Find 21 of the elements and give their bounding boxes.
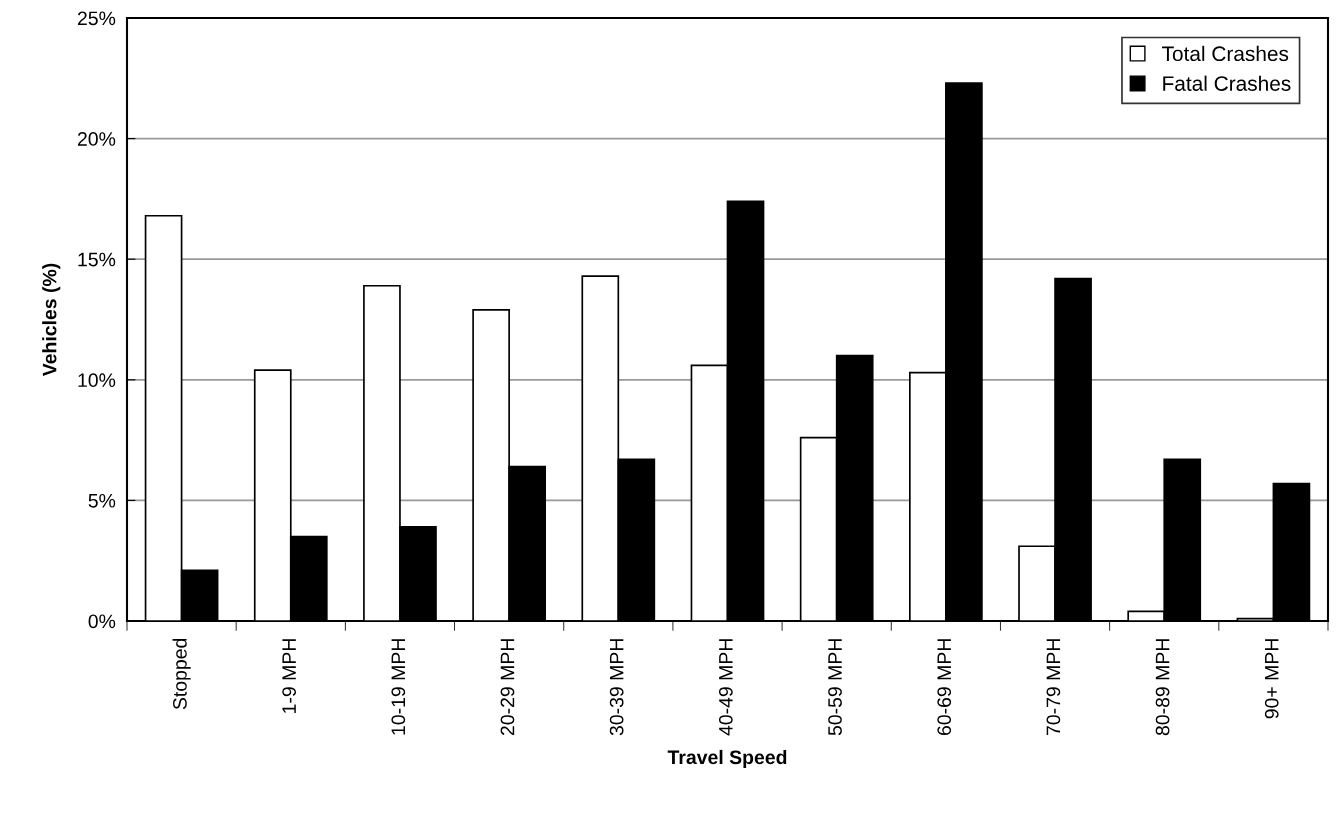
x-tick-label: 50-59 MPH bbox=[828, 639, 842, 736]
x-tick-label: 10-19 MPH bbox=[391, 639, 406, 735]
x-tick-label: Stopped bbox=[172, 638, 191, 710]
x-tick-label: 1-9 MPH bbox=[282, 639, 296, 713]
x-tick-label: 20-29 MPH bbox=[500, 639, 515, 736]
x-tick-label: 90+ MPH bbox=[1264, 639, 1279, 719]
x-tick-label: 40-49 MPH bbox=[718, 639, 733, 736]
y-axis-title: Vehicles (%) bbox=[42, 263, 61, 377]
x-tick-label: 60-69 MPH bbox=[937, 639, 952, 736]
y-tick-label: 0% bbox=[88, 614, 116, 629]
x-axis-title: Travel Speed bbox=[667, 749, 787, 769]
y-tick-label: 20% bbox=[77, 132, 116, 146]
x-tick-label: 70-79 MPH bbox=[1046, 639, 1061, 736]
legend-label: Fatal Crashes bbox=[1163, 75, 1291, 91]
legend-label: Total Crashes bbox=[1162, 45, 1289, 62]
y-tick-label: 10% bbox=[78, 373, 116, 388]
y-tick-label: 15% bbox=[78, 252, 116, 267]
y-tick-label: 25% bbox=[77, 11, 116, 26]
y-tick-label: 5% bbox=[88, 493, 116, 508]
x-tick-label: 80-89 MPH bbox=[1155, 639, 1170, 736]
x-tick-label: 30-39 MPH bbox=[609, 639, 624, 736]
